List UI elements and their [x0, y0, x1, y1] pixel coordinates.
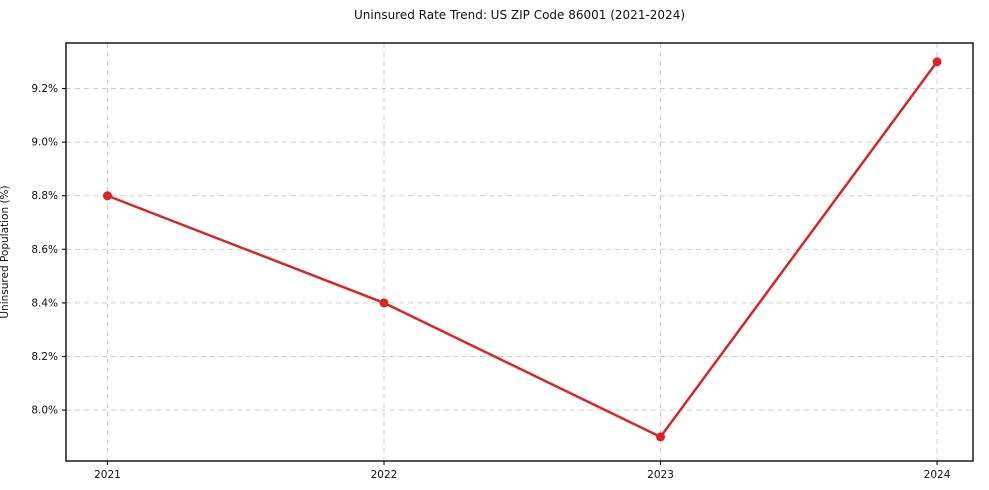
y-tick-label: 9.2%: [31, 83, 58, 95]
plot-border: [65, 42, 974, 462]
data-point: [379, 298, 389, 308]
y-tick-label: 8.8%: [31, 190, 58, 202]
x-tick-label: 2024: [924, 469, 951, 481]
trend-line: [106, 60, 939, 439]
y-axis-label: Uninsured Population (%): [0, 185, 11, 319]
plot-area: [66, 43, 973, 461]
x-tick-label: 2022: [371, 469, 398, 481]
y-tick-label: 8.2%: [31, 351, 58, 363]
y-tick-label: 8.4%: [31, 297, 58, 309]
x-tick-label: 2021: [94, 469, 121, 481]
data-point: [932, 57, 942, 67]
y-tick-label: 8.6%: [31, 244, 58, 256]
x-tick-label: 2023: [647, 469, 674, 481]
y-tick-label: 9.0%: [31, 137, 58, 149]
data-point: [102, 191, 112, 201]
data-point: [656, 432, 666, 442]
chart-title: Uninsured Rate Trend: US ZIP Code 86001 …: [353, 8, 686, 22]
y-tick-label: 8.0%: [31, 405, 58, 417]
